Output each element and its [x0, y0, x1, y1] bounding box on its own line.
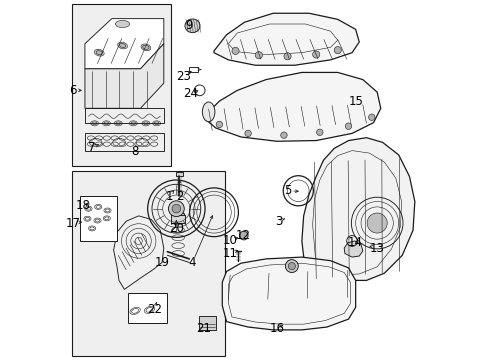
Text: 14: 14	[347, 236, 362, 249]
Text: 4: 4	[188, 256, 196, 269]
Text: 6: 6	[69, 84, 77, 97]
Circle shape	[231, 47, 239, 54]
Polygon shape	[344, 241, 362, 257]
Text: 20: 20	[168, 222, 183, 235]
Text: 8: 8	[131, 145, 139, 158]
Circle shape	[216, 121, 222, 128]
Circle shape	[285, 260, 298, 273]
Text: 9: 9	[185, 19, 192, 32]
Text: 2: 2	[176, 190, 183, 203]
Text: 21: 21	[195, 322, 210, 335]
Bar	[171, 215, 184, 223]
Text: 16: 16	[269, 322, 284, 335]
Ellipse shape	[141, 44, 150, 51]
Text: 24: 24	[183, 87, 198, 100]
Polygon shape	[301, 138, 414, 298]
Text: 15: 15	[347, 95, 363, 108]
Polygon shape	[85, 44, 163, 108]
Text: 23: 23	[176, 69, 191, 82]
Circle shape	[316, 129, 323, 135]
Bar	[175, 172, 183, 176]
Bar	[80, 196, 117, 241]
Circle shape	[168, 201, 184, 217]
Circle shape	[312, 51, 319, 58]
Text: 5: 5	[283, 184, 291, 197]
Bar	[72, 4, 171, 166]
Ellipse shape	[115, 21, 129, 28]
Ellipse shape	[202, 102, 214, 122]
Polygon shape	[222, 257, 355, 330]
Circle shape	[333, 46, 341, 54]
Circle shape	[284, 53, 290, 60]
Circle shape	[280, 132, 286, 138]
Polygon shape	[85, 19, 163, 69]
Text: 11: 11	[222, 247, 237, 260]
Ellipse shape	[142, 45, 149, 49]
Text: 19: 19	[154, 256, 169, 269]
Ellipse shape	[171, 212, 184, 220]
Ellipse shape	[119, 44, 125, 48]
Circle shape	[368, 114, 374, 121]
Circle shape	[345, 123, 351, 130]
Circle shape	[172, 204, 180, 213]
Bar	[128, 293, 167, 323]
Text: 22: 22	[147, 303, 162, 316]
Text: 13: 13	[369, 242, 384, 255]
Text: 17: 17	[66, 216, 81, 230]
Bar	[72, 171, 224, 356]
Ellipse shape	[184, 19, 200, 33]
Text: 1: 1	[165, 190, 173, 203]
Ellipse shape	[94, 49, 104, 56]
Text: 12: 12	[235, 229, 250, 242]
Text: 3: 3	[274, 215, 282, 228]
Polygon shape	[204, 72, 380, 141]
Text: 10: 10	[222, 234, 237, 247]
Circle shape	[244, 130, 251, 136]
Text: 7: 7	[88, 141, 96, 154]
Text: 18: 18	[76, 199, 90, 212]
Bar	[198, 316, 215, 330]
Ellipse shape	[96, 51, 102, 55]
Circle shape	[287, 262, 295, 270]
Ellipse shape	[118, 42, 127, 49]
Circle shape	[366, 213, 386, 233]
Polygon shape	[113, 216, 163, 289]
Circle shape	[239, 231, 247, 240]
Circle shape	[255, 51, 262, 59]
Polygon shape	[214, 13, 359, 65]
